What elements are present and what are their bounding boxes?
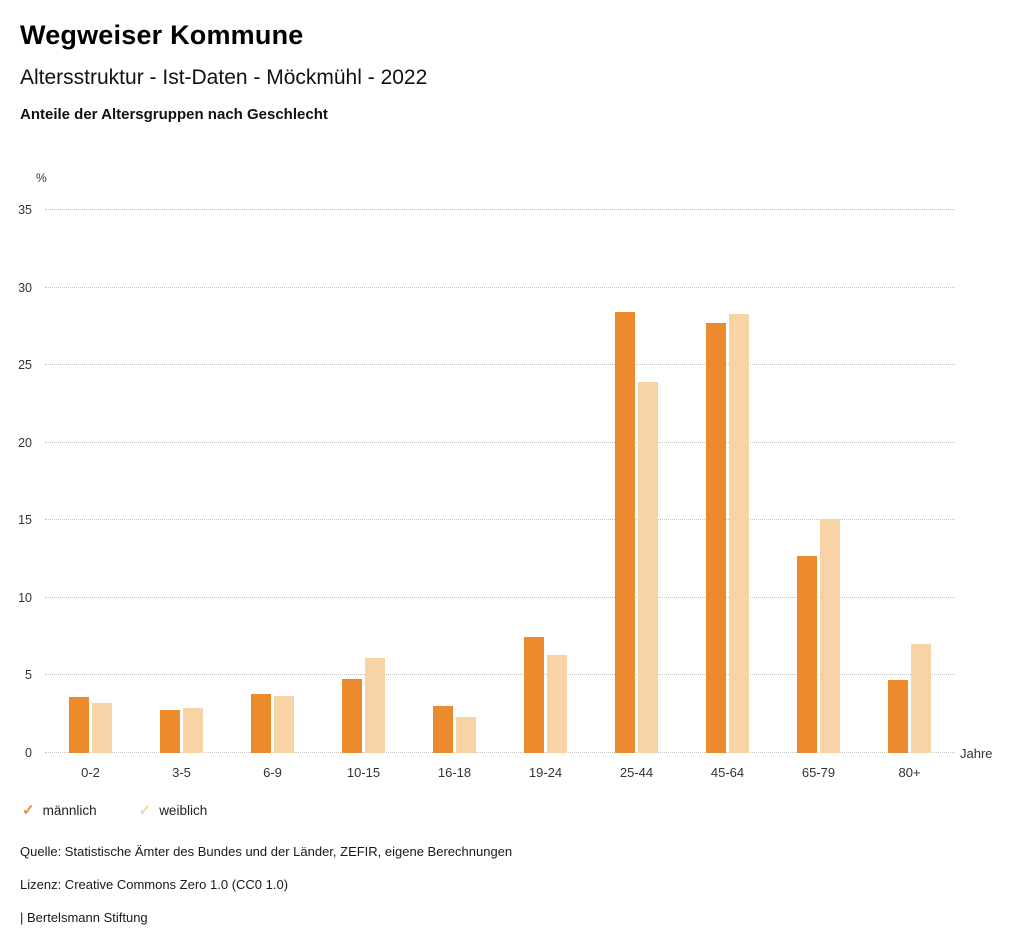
- bar-männlich-65-79: [797, 555, 817, 753]
- bar-group-65-79: [773, 210, 864, 753]
- bar-männlich-80+: [888, 680, 908, 753]
- bar-weiblich-80+: [911, 644, 931, 753]
- gridline-10: [45, 596, 955, 598]
- bar-weiblich-6-9: [274, 695, 294, 753]
- y-tick-label-25: 25: [18, 358, 32, 373]
- legend-check-icon-männlich: ✓: [22, 802, 35, 819]
- gridline-30: [45, 286, 955, 288]
- legend-check-icon-weiblich: ✓: [138, 802, 152, 819]
- x-tick-label-80+: 80+: [898, 765, 921, 780]
- x-tick-label-19-24: 19-24: [528, 765, 563, 780]
- y-axis-unit-label: %: [36, 171, 47, 185]
- x-tick-label-6-9: 6-9: [263, 765, 282, 780]
- legend-item-männlich[interactable]: ✓ männlich: [22, 803, 97, 818]
- gridline-5: [45, 674, 955, 676]
- x-tick-label-45-64: 45-64: [710, 765, 745, 780]
- bar-männlich-10-15: [342, 678, 362, 753]
- bar-group-10-15: [318, 210, 409, 753]
- x-tick-label-3-5: 3-5: [172, 765, 191, 780]
- bar-weiblich-16-18: [456, 717, 476, 753]
- legend-label-männlich: männlich: [42, 803, 97, 818]
- x-axis-tick-labels: 0-2 3-5 6-9 10-15 16-18 19-24 25-44 45-64 65-79 8…: [45, 765, 955, 780]
- x-tick-label-10-15: 10-15: [346, 765, 381, 780]
- page-title: Wegweiser Kommune: [20, 20, 304, 50]
- bar-chart-plot-area: [45, 209, 955, 753]
- bar-männlich-6-9: [251, 694, 271, 753]
- bar-weiblich-3-5: [183, 708, 203, 753]
- y-tick-label-15: 15: [18, 513, 32, 528]
- source-text: Quelle: Statistische Ämter des Bundes un…: [20, 844, 513, 859]
- x-tick-label-16-18: 16-18: [437, 765, 472, 780]
- license-text: Lizenz: Creative Commons Zero 1.0 (CC0 1…: [20, 877, 289, 892]
- bar-group-3-5: [136, 210, 227, 753]
- bar-group-0-2: [45, 210, 136, 753]
- bar-männlich-19-24: [524, 636, 544, 753]
- y-tick-label-0: 0: [25, 746, 32, 760]
- bar-weiblich-19-24: [547, 655, 567, 753]
- header: Wegweiser Kommune Altersstruktur - Ist-D…: [20, 20, 427, 123]
- gridline-35: [45, 209, 955, 210]
- attribution-text: | Bertelsmann Stiftung: [20, 910, 148, 925]
- y-tick-label-10: 10: [18, 590, 32, 605]
- bar-group-25-44: [591, 210, 682, 753]
- y-tick-label-35: 35: [18, 203, 32, 217]
- y-tick-label-5: 5: [25, 668, 32, 683]
- x-tick-label-25-44: 25-44: [619, 765, 654, 780]
- bar-group-16-18: [409, 210, 500, 753]
- bar-group-6-9: [227, 210, 318, 753]
- legend-label-weiblich: weiblich: [159, 803, 208, 818]
- chart-subtitle: Altersstruktur - Ist-Daten - Möckmühl - …: [20, 66, 428, 89]
- bar-männlich-45-64: [706, 323, 726, 753]
- bar-männlich-3-5: [160, 709, 180, 753]
- chart-heading: Anteile der Altersgruppen nach Geschlech…: [20, 106, 328, 123]
- legend: ✓ männlich ✓ weiblich: [22, 803, 207, 818]
- bar-weiblich-10-15: [365, 658, 385, 753]
- bar-männlich-25-44: [615, 312, 635, 753]
- bar-group-45-64: [682, 210, 773, 753]
- bar-männlich-0-2: [69, 697, 89, 753]
- bar-weiblich-0-2: [92, 703, 112, 753]
- bar-group-80+: [864, 210, 955, 753]
- bar-weiblich-65-79: [820, 518, 840, 753]
- gridline-15: [45, 519, 955, 521]
- bar-weiblich-25-44: [638, 382, 658, 753]
- y-tick-label-30: 30: [18, 280, 32, 295]
- bar-group-19-24: [500, 210, 591, 753]
- bar-groups: [45, 210, 955, 753]
- x-tick-label-0-2: 0-2: [81, 765, 100, 780]
- bar-männlich-16-18: [433, 706, 453, 753]
- gridline-20: [45, 441, 955, 443]
- x-tick-label-65-79: 65-79: [801, 765, 836, 780]
- gridline-0: [45, 752, 955, 753]
- legend-item-weiblich[interactable]: ✓ weiblich: [139, 803, 208, 818]
- y-tick-label-20: 20: [18, 435, 32, 450]
- bar-weiblich-45-64: [729, 313, 749, 753]
- gridline-25: [45, 364, 955, 366]
- y-axis-tick-labels: 0 5 10 15 20 25 30 35: [0, 203, 32, 760]
- x-axis-unit-label: Jahre: [960, 746, 993, 761]
- footer: Quelle: Statistische Ämter des Bundes un…: [20, 844, 512, 943]
